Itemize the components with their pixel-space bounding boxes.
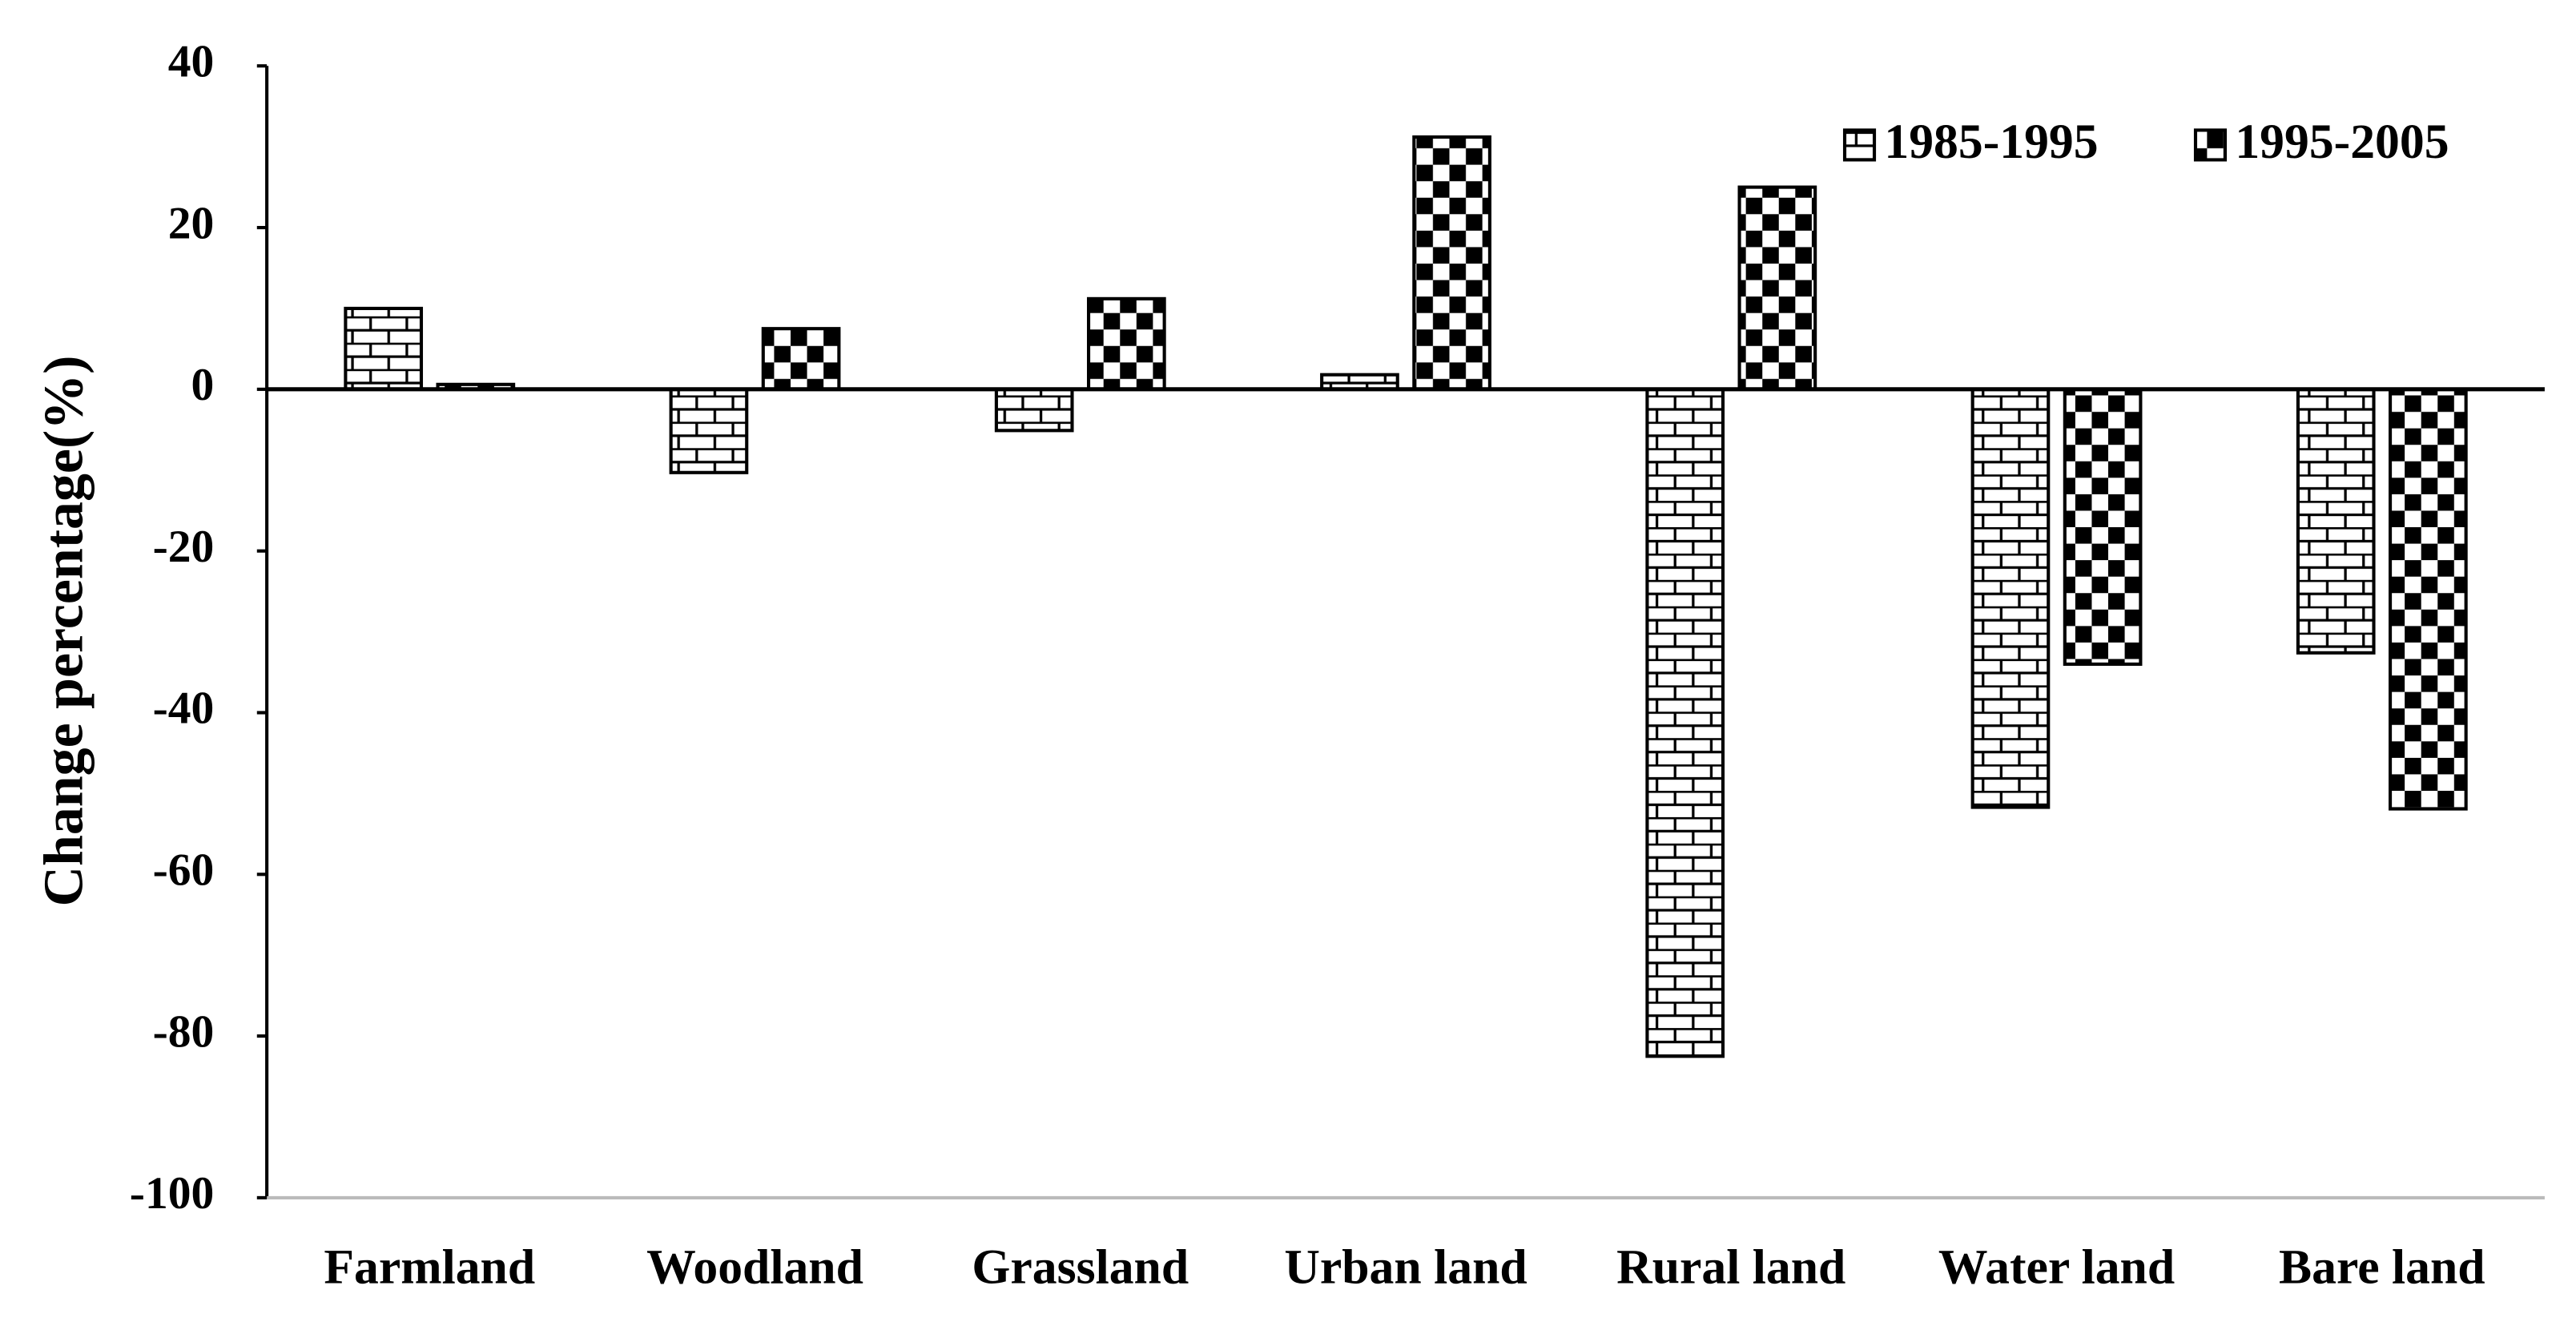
y-tick-label: 0 [191,360,215,410]
legend-label: 1985-1995 [1884,115,2098,169]
bar [669,387,749,474]
bar [344,306,424,391]
bar [2296,387,2376,655]
x-tick-label: Water land [1938,1240,2175,1295]
bar [1645,387,1725,1058]
bar [1412,135,1491,391]
bar [1320,373,1399,391]
legend-swatch [2193,128,2228,162]
x-tick-label: Farmland [324,1240,535,1295]
legend-label: 1995-2005 [2235,115,2449,169]
y-tick-label: -60 [153,845,215,896]
bar [2389,387,2468,811]
y-tick-label: 20 [168,198,215,248]
bar [2063,387,2143,666]
y-tick-label: -100 [130,1168,215,1219]
x-tick-label: Rural land [1616,1240,1845,1295]
x-tick-label: Grassland [972,1240,1189,1295]
y-tick-label: -20 [153,522,215,572]
x-tick-label: Woodland [646,1240,863,1295]
x-tick-label: Urban land [1284,1240,1527,1295]
legend-swatch [1842,128,1877,162]
bar [1086,296,1166,391]
bar [994,387,1074,433]
bar [1737,185,1817,391]
bar [761,327,841,391]
x-tick-label: Bare land [2279,1240,2485,1295]
bar [1970,387,2051,809]
y-tick-label: 40 [168,36,215,87]
y-tick-label: -80 [153,1006,215,1057]
y-axis-title: Change percentage(%) [33,356,95,907]
y-tick-label: -40 [153,683,215,734]
